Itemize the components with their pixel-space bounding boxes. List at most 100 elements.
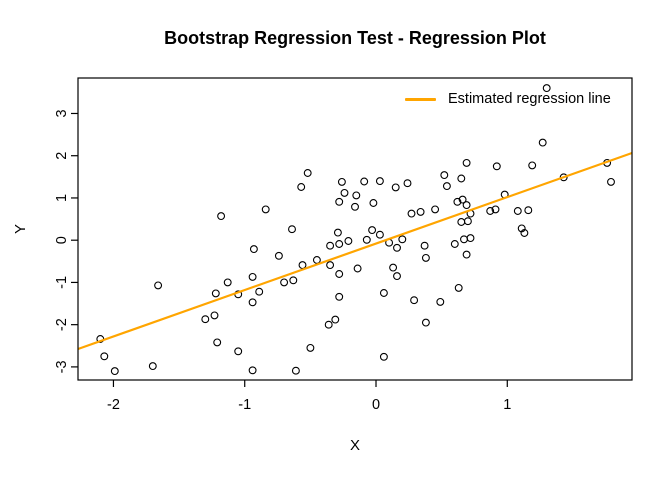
regression-line bbox=[77, 151, 633, 351]
data-point bbox=[453, 197, 462, 206]
data-point bbox=[607, 177, 615, 186]
data-point bbox=[379, 352, 388, 361]
data-point bbox=[248, 366, 257, 375]
data-point bbox=[288, 225, 296, 234]
data-point bbox=[421, 318, 430, 327]
data-point bbox=[333, 228, 342, 237]
data-point bbox=[248, 298, 257, 307]
data-point bbox=[375, 177, 384, 186]
data-point bbox=[524, 206, 533, 215]
data-point bbox=[486, 207, 495, 215]
data-point bbox=[110, 367, 119, 376]
data-point bbox=[538, 138, 547, 147]
y-tick-label: 1 bbox=[54, 194, 70, 202]
data-point bbox=[379, 289, 388, 297]
data-point bbox=[331, 315, 340, 324]
data-point bbox=[351, 202, 359, 211]
data-point bbox=[450, 240, 459, 248]
data-point bbox=[248, 272, 257, 281]
data-point bbox=[298, 261, 307, 270]
data-point bbox=[466, 234, 475, 243]
data-point bbox=[462, 158, 471, 167]
data-point bbox=[368, 226, 377, 235]
data-point bbox=[403, 179, 412, 188]
data-point bbox=[291, 366, 300, 375]
data-point bbox=[289, 276, 298, 285]
y-tick-label: -2 bbox=[54, 318, 70, 331]
legend-entry-label: Estimated regression line bbox=[448, 91, 611, 107]
data-point bbox=[457, 174, 466, 183]
data-point bbox=[337, 177, 346, 186]
y-tick-label: 0 bbox=[54, 236, 70, 244]
data-point bbox=[416, 207, 425, 216]
data-point bbox=[255, 287, 264, 296]
data-point bbox=[274, 251, 283, 260]
data-point bbox=[280, 278, 289, 287]
data-point bbox=[306, 343, 315, 352]
data-point bbox=[297, 183, 306, 191]
data-point bbox=[148, 362, 157, 371]
data-point bbox=[375, 230, 384, 239]
data-point bbox=[210, 311, 219, 320]
x-axis-label: X bbox=[349, 437, 360, 454]
data-point bbox=[398, 235, 407, 244]
legend: Estimated regression line bbox=[405, 91, 611, 107]
data-point bbox=[303, 169, 312, 177]
legend-line-sample-icon bbox=[405, 97, 436, 101]
data-point bbox=[211, 289, 220, 298]
data-point bbox=[440, 171, 449, 180]
data-point bbox=[234, 347, 243, 356]
data-point bbox=[340, 188, 349, 197]
data-point bbox=[421, 253, 430, 262]
data-point bbox=[217, 212, 226, 221]
data-point bbox=[201, 315, 210, 324]
data-point bbox=[344, 237, 353, 245]
data-point bbox=[462, 201, 471, 210]
data-point bbox=[436, 297, 445, 306]
data-point bbox=[249, 245, 258, 254]
data-point bbox=[154, 281, 163, 290]
data-point bbox=[369, 199, 378, 207]
data-point bbox=[442, 182, 451, 191]
y-tick-label: 2 bbox=[54, 152, 70, 160]
data-point bbox=[389, 263, 398, 272]
data-point bbox=[410, 296, 419, 305]
data-point bbox=[491, 205, 500, 214]
data-point bbox=[223, 278, 232, 287]
data-point bbox=[393, 272, 401, 281]
data-point bbox=[391, 183, 400, 192]
data-point bbox=[335, 197, 344, 206]
data-point bbox=[335, 270, 344, 278]
data-point bbox=[513, 207, 522, 215]
data-point bbox=[407, 209, 416, 218]
x-tick-label: 1 bbox=[503, 397, 511, 413]
data-point bbox=[324, 320, 333, 329]
y-tick-label: -1 bbox=[54, 276, 70, 289]
data-point bbox=[528, 161, 537, 170]
data-point bbox=[261, 205, 270, 214]
data-point bbox=[463, 217, 472, 226]
data-point bbox=[492, 162, 501, 171]
data-point bbox=[462, 250, 471, 259]
data-point bbox=[326, 241, 335, 250]
data-point bbox=[362, 235, 371, 244]
data-point bbox=[454, 283, 463, 292]
data-point bbox=[457, 218, 466, 226]
x-tick-label: -2 bbox=[107, 397, 120, 413]
data-point bbox=[460, 235, 468, 244]
y-tick-label: 3 bbox=[54, 109, 70, 117]
data-point bbox=[312, 256, 321, 264]
plot-box bbox=[77, 77, 633, 381]
x-tick-label: -1 bbox=[238, 397, 251, 413]
data-point bbox=[458, 195, 467, 204]
data-point bbox=[393, 243, 401, 252]
chart-title: Bootstrap Regression Test - Regression P… bbox=[164, 28, 546, 48]
data-point bbox=[520, 229, 529, 237]
data-point bbox=[542, 84, 551, 93]
data-point bbox=[353, 264, 362, 273]
data-point bbox=[420, 241, 429, 250]
data-point bbox=[100, 352, 109, 361]
data-point bbox=[213, 338, 222, 347]
